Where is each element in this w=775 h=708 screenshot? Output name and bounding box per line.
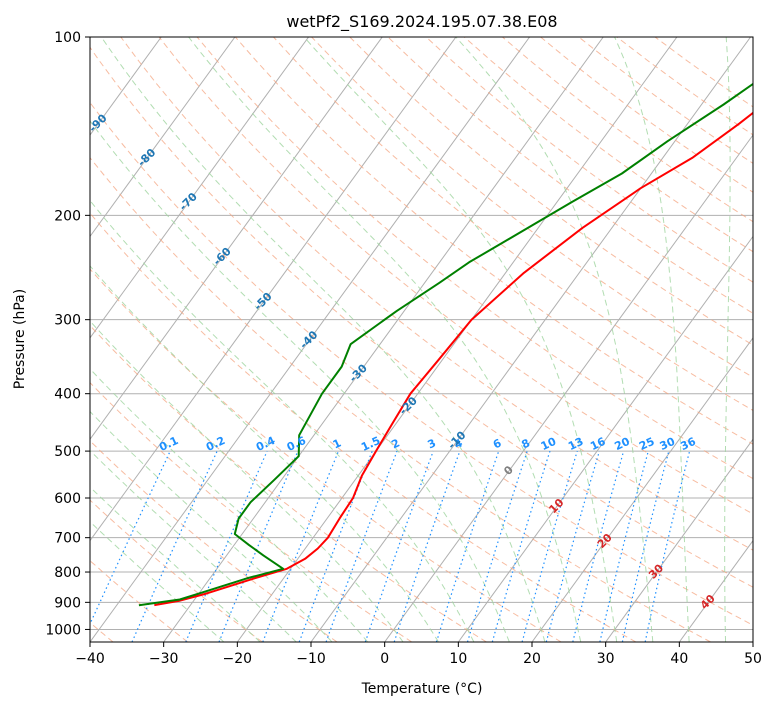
- dry-adiabat: [90, 440, 338, 642]
- moist-adiabat: [303, 37, 618, 642]
- isotherm-line: [163, 37, 604, 642]
- moist-adiabat: [90, 120, 510, 642]
- dry-adiabat: [90, 212, 637, 642]
- x-tick-label: 40: [670, 651, 688, 667]
- temperature-profile: [154, 111, 753, 607]
- mixing-ratio-line: [466, 450, 528, 642]
- mixing-ratio-line: [435, 450, 500, 642]
- dry-adiabat: [120, 37, 753, 551]
- dry-adiabat: [425, 37, 753, 283]
- isotherm-line: [531, 336, 753, 642]
- moist-adiabat: [455, 37, 654, 642]
- y-tick-label: 400: [54, 387, 81, 403]
- y-tick-label: 900: [54, 595, 81, 611]
- isotherm-line: [90, 37, 236, 238]
- dry-adiabat: [234, 37, 753, 445]
- dry-adiabat: [90, 156, 711, 642]
- y-axis: 100 200 300 400 500 600 700 800 900 1000: [45, 30, 90, 638]
- mixing-ratio-line: [393, 450, 461, 642]
- y-tick-label: 800: [54, 565, 81, 581]
- chart-title: wetPf2_S169.2024.195.07.38.E08: [286, 12, 557, 32]
- isotherm-line: [90, 37, 383, 441]
- mixing-ratio-line: [491, 450, 551, 642]
- mixing-ratio-label: 30: [658, 435, 678, 453]
- x-tick-label: 0: [380, 651, 389, 667]
- dry-adiabat: [158, 37, 753, 515]
- isotherm-line: [236, 37, 678, 642]
- mixing-ratio-label: 13: [566, 435, 585, 453]
- moist-adiabat: [90, 320, 404, 642]
- plot-frame: [89, 36, 754, 643]
- moist-adiabat: [724, 37, 731, 642]
- y-tick-label: 200: [54, 208, 81, 224]
- mixing-ratio-label: 36: [678, 435, 698, 453]
- profiles: [138, 82, 753, 607]
- y-tick-label: 1000: [45, 622, 81, 638]
- isotherm-line: [457, 235, 753, 642]
- moist-adiabat: [90, 486, 261, 642]
- mixing-ratio-line: [545, 450, 600, 642]
- moist-adiabat: [614, 37, 690, 642]
- dry-adiabat: [90, 46, 753, 588]
- x-axis: −40 −30 −20 −10 0 10 20 30 40 50: [75, 642, 762, 667]
- y-tick-label: 100: [54, 30, 81, 46]
- background-lines: [90, 37, 753, 642]
- mixing-ratio-label: 20: [612, 435, 632, 453]
- dry-adiabat: [90, 101, 753, 626]
- dewpoint-profile: [138, 82, 753, 607]
- y-tick-label: 500: [54, 444, 81, 460]
- x-tick-label: 50: [744, 651, 762, 667]
- x-tick-label: 30: [597, 651, 615, 667]
- moist-adiabat: [90, 199, 475, 642]
- x-tick-label: 10: [449, 651, 467, 667]
- mixing-ratio-label: 10: [539, 435, 559, 453]
- dry-adiabat: [311, 37, 753, 378]
- x-tick-label: −10: [296, 651, 326, 667]
- isotherm-line: [90, 37, 457, 542]
- dry-adiabat: [273, 37, 753, 411]
- isotherm-line: [90, 37, 309, 339]
- dry-adiabat: [196, 37, 753, 480]
- moist-adiabat: [90, 265, 439, 642]
- y-tick-label: 600: [54, 491, 81, 507]
- mixing-ratio-line: [262, 450, 340, 642]
- y-axis-label: Pressure (hPa): [12, 289, 28, 389]
- x-tick-label: −30: [149, 651, 179, 667]
- moist-adiabat: [90, 449, 297, 642]
- x-tick-label: −40: [75, 651, 105, 667]
- isotherm-line: [90, 37, 530, 642]
- dry-adiabat: [90, 381, 413, 642]
- x-axis-label: Temperature (°C): [361, 681, 483, 697]
- moist-adiabat: [188, 37, 582, 642]
- x-tick-label: −20: [223, 651, 253, 667]
- x-tick-label: 20: [523, 651, 541, 667]
- moist-adiabat: [100, 37, 546, 642]
- mixing-ratio-line: [521, 450, 578, 642]
- dry-adiabat: [90, 324, 487, 642]
- mixing-ratio-line: [90, 450, 171, 626]
- mixing-ratio-label: 16: [588, 435, 608, 453]
- moist-adiabat: [90, 410, 333, 642]
- y-tick-label: 300: [54, 313, 81, 329]
- y-tick-label: 700: [54, 531, 81, 547]
- isotherm-line: [605, 438, 753, 642]
- isotherm-line: [384, 134, 753, 642]
- mixing-ratio-label: 25: [637, 435, 656, 453]
